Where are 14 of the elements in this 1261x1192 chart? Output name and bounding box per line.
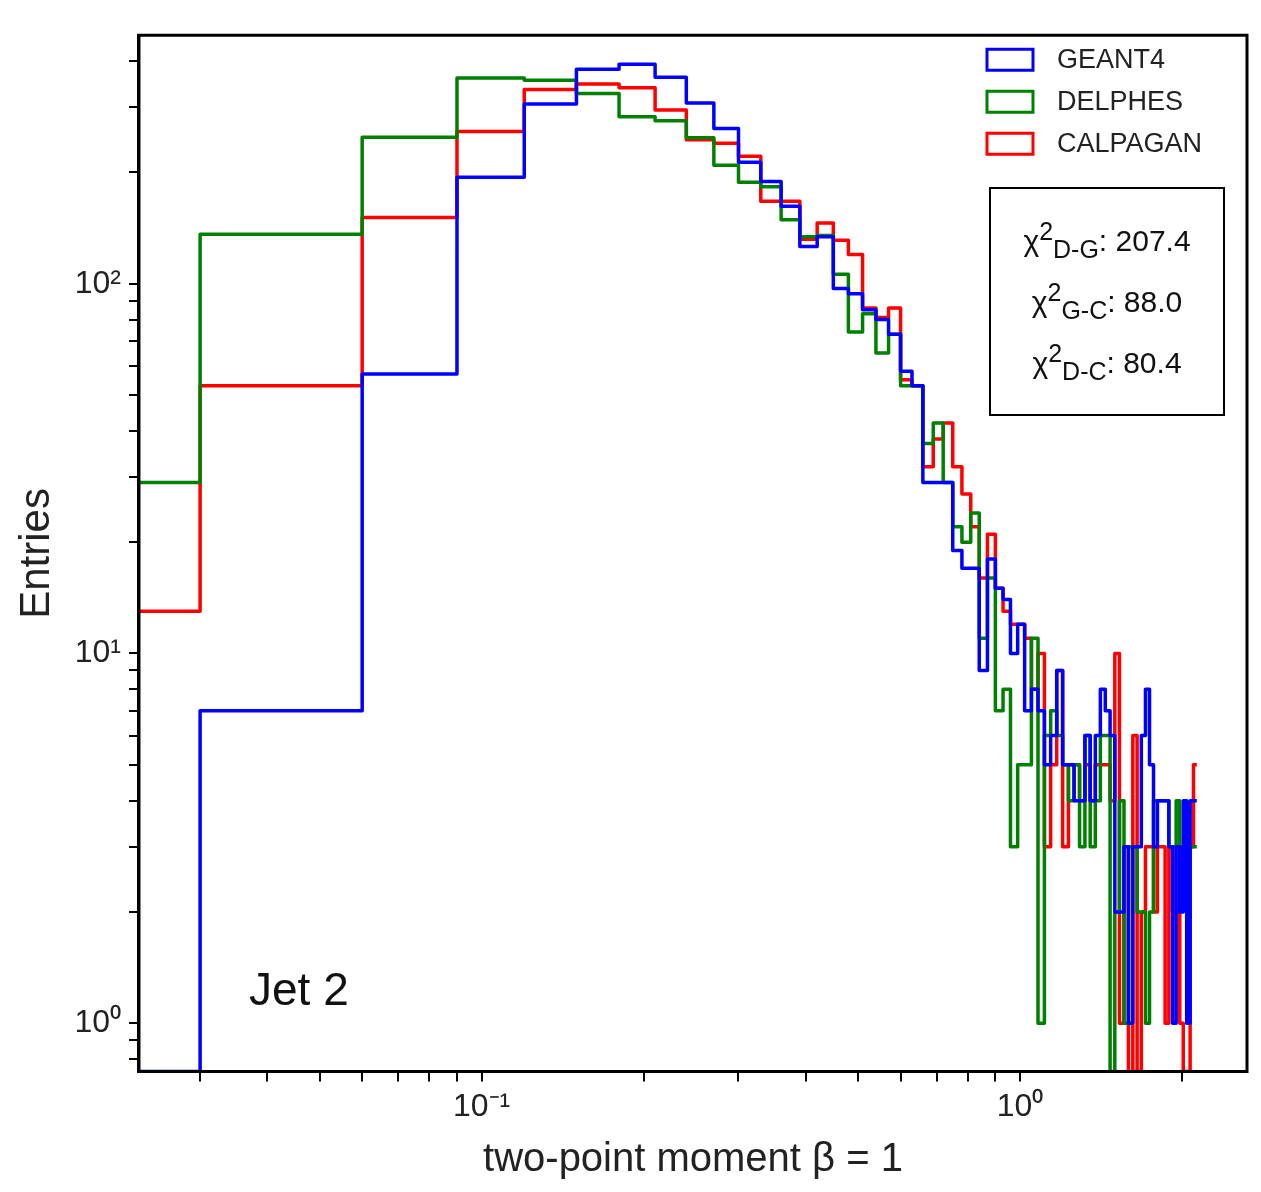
legend-label: DELPHES: [1057, 85, 1184, 116]
x-tick-label: 10⁻¹: [452, 1086, 511, 1123]
annotation: χ$^{2}$$_{G-C}$: 88.0: [1030, 278, 1184, 326]
legend-label: CALPAGAN: [1057, 127, 1203, 158]
annotation: χ$^{2}$$_{D-C}$: 80.4: [1031, 339, 1183, 387]
annotation: χ$^{2}$$_{D-G}$: 207.4: [1022, 217, 1192, 265]
legend-label: GEANT4: [1057, 43, 1166, 74]
y-tick-label: 10¹: [74, 633, 121, 670]
annotation: Jet 2: [248, 961, 349, 1016]
x-axis-title: two-point moment β = 1: [483, 1135, 903, 1180]
text-box: χ$^{2}$$_{D-G}$: 207.4 χ$^{2}$$_{G-C}$: 88.0 χ$^{2}$$_{D-C}$: 80.4: [989, 187, 1225, 417]
y-tick-label: 10²: [74, 263, 122, 300]
y-axis-title: Entries: [10, 488, 58, 619]
y-tick-label: 10⁰: [74, 1003, 121, 1040]
